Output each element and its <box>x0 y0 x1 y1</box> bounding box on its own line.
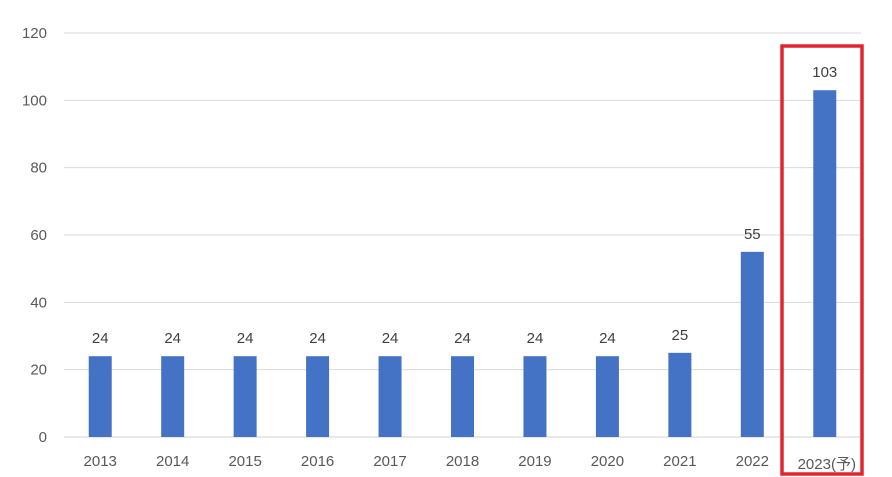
y-tick-label: 120 <box>22 25 47 42</box>
data-label: 24 <box>382 330 399 347</box>
y-tick-label: 60 <box>30 227 47 244</box>
data-label: 24 <box>92 330 109 347</box>
x-axis-ticks: 2013 2014 2015 2016 2017 2018 2019 2020 2021 2022… <box>84 453 856 473</box>
x-tick-label: 2020 <box>591 453 624 470</box>
y-axis-ticks: 0 20 40 60 80 100 120 <box>22 25 47 446</box>
bar <box>306 356 330 437</box>
x-tick-label: 2014 <box>156 453 189 470</box>
data-label: 24 <box>454 330 471 347</box>
x-tick-label: 2015 <box>228 453 261 470</box>
data-label: 24 <box>237 330 254 347</box>
x-tick-label: 2018 <box>446 453 479 470</box>
data-label: 24 <box>599 330 616 347</box>
x-tick-label: 2013 <box>84 453 117 470</box>
data-label: 55 <box>744 226 761 243</box>
x-tick-label: 2019 <box>518 453 551 470</box>
y-tick-label: 80 <box>30 160 47 177</box>
y-tick-label: 100 <box>22 92 47 109</box>
bar <box>668 352 692 437</box>
bar <box>740 251 764 437</box>
data-label: 24 <box>164 330 181 347</box>
y-tick-label: 40 <box>30 294 47 311</box>
data-label: 24 <box>309 330 326 347</box>
bar <box>523 356 547 437</box>
data-label: 25 <box>672 327 689 344</box>
x-tick-label: 2023(予) <box>798 456 856 473</box>
bar <box>595 356 619 437</box>
bar <box>233 356 257 437</box>
x-tick-label: 2022 <box>736 453 769 470</box>
x-tick-label: 2021 <box>663 453 696 470</box>
bar <box>451 356 474 437</box>
highlight-box <box>780 44 864 476</box>
gridlines <box>64 32 861 438</box>
highlight-layer <box>780 44 864 476</box>
y-tick-label: 20 <box>30 362 47 379</box>
bars <box>88 90 837 437</box>
y-tick-label: 0 <box>39 429 47 446</box>
bar <box>378 356 402 437</box>
data-labels: 24 24 24 24 24 24 24 24 25 55 103 <box>92 64 837 347</box>
bar <box>88 356 112 437</box>
bar <box>813 90 837 437</box>
bar <box>161 356 185 437</box>
x-tick-label: 2016 <box>301 453 334 470</box>
data-label: 24 <box>527 330 544 347</box>
data-label: 103 <box>812 64 837 81</box>
x-tick-label: 2017 <box>373 453 406 470</box>
